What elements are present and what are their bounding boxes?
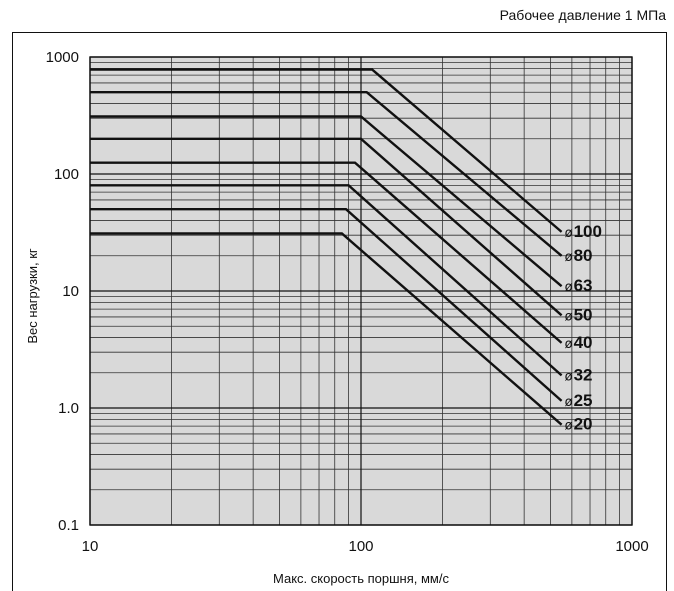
series-label-25: ø25 [565, 391, 593, 410]
series-label-32: ø32 [565, 365, 593, 384]
x-tick-label: 10 [82, 538, 99, 555]
y-tick-label: 10 [62, 283, 79, 300]
x-tick-label: 1000 [615, 538, 648, 555]
series-line-25 [90, 207, 563, 402]
series-line-80 [90, 90, 563, 257]
chart-frame [12, 32, 667, 591]
series-line-100 [90, 68, 563, 233]
y-axis-title: Вес нагрузки, кг [25, 248, 40, 344]
x-axis-title: Макс. скорость поршня, мм/с [273, 571, 449, 586]
series-line-50 [90, 137, 563, 317]
series-label-63: ø63 [565, 276, 593, 295]
series-label-50: ø50 [565, 305, 593, 324]
series-layer: ø100 ø80 ø63 ø50 ø40 ø32 ø25 ø20 [90, 68, 602, 434]
x-tick-label: 100 [348, 538, 373, 555]
series-label-40: ø40 [565, 333, 593, 352]
series-label-100: ø100 [565, 222, 602, 241]
series-label-20: ø20 [565, 415, 593, 434]
series-line-20 [90, 232, 563, 426]
y-tick-label: 1.0 [58, 400, 79, 417]
y-tick-label: 100 [54, 166, 79, 183]
y-tick-label: 1000 [46, 49, 79, 66]
operating-pressure-note: Рабочее давление 1 МПа [499, 7, 666, 23]
y-tick-label: 0.1 [58, 517, 79, 534]
x-tick-labels: 10 100 1000 [82, 538, 649, 555]
series-label-80: ø80 [565, 246, 593, 265]
y-tick-labels: 0.1 1.0 10 100 1000 [46, 49, 79, 534]
series-line-32 [90, 184, 563, 377]
series-line-63 [90, 115, 563, 288]
plot-border [89, 56, 633, 526]
series-line-40 [90, 161, 563, 344]
